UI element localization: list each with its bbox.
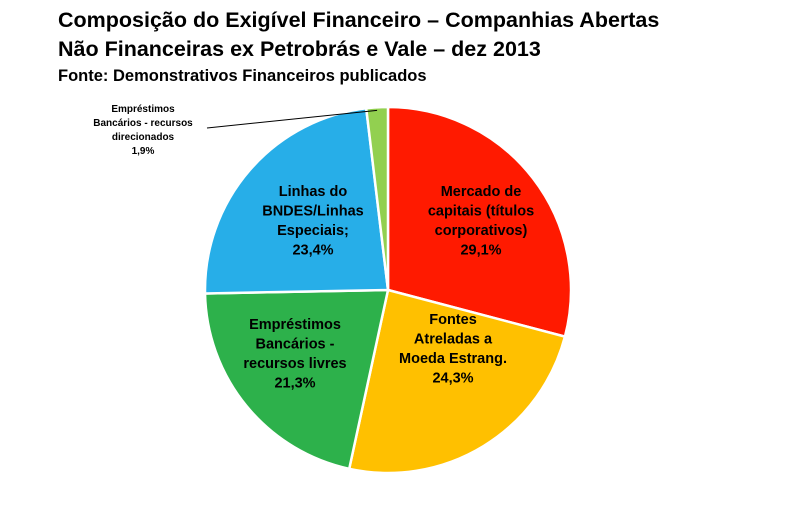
slice-label-5-line-1: Empréstimos	[111, 104, 175, 115]
pie-slice-1	[386, 105, 573, 338]
slice-label-4-line-4: 23,4%	[292, 243, 333, 259]
slice-label-1: Mercado de capitais (títulos corporativos)…	[428, 184, 534, 259]
slice-label-3-line-1: Empréstimos	[249, 317, 341, 333]
pie-slices	[203, 105, 573, 475]
chart-title-line-1: Composição do Exigível Financeiro – Comp…	[58, 8, 660, 32]
chart-title-block: Composição do Exigível Financeiro – Comp…	[58, 6, 798, 88]
slice-label-2: Fontes Atreladas a Moeda Estrang. 24,3%	[399, 312, 507, 387]
slice-label-3-line-4: 21,3%	[274, 376, 315, 392]
pie-slice-4	[203, 107, 390, 295]
slice-label-3-line-3: recursos livres	[243, 356, 346, 372]
chart-title-line-2: Não Financeiras ex Petrobrás e Vale – de…	[58, 37, 541, 61]
pie-slice-5	[364, 105, 390, 292]
slice-label-2-line-1: Fontes	[429, 312, 477, 328]
slice-label-2-line-4: 24,3%	[432, 371, 473, 387]
slice-label-4-line-2: BNDES/Linhas	[262, 204, 364, 220]
chart-subtitle: Fonte: Demonstrativos Financeiros public…	[58, 67, 427, 85]
slice-label-4: Linhas do BNDES/Linhas Especiais; 23,4%	[262, 184, 364, 259]
slice-label-5-line-2: Bancários - recursos	[93, 118, 193, 129]
slice-label-4-line-1: Linhas do	[279, 184, 348, 200]
slice-label-4-line-3: Especiais;	[277, 223, 349, 239]
slice-label-1-line-4: 29,1%	[460, 243, 501, 259]
pie-slice-3	[203, 288, 390, 471]
pie-slice-2	[347, 288, 567, 475]
leader-lines	[206, 109, 378, 129]
slice-label-2-line-2: Atreladas a	[414, 332, 493, 348]
slice-label-3-line-2: Bancários -	[256, 337, 335, 353]
slice-label-1-line-1: Mercado de	[441, 184, 522, 200]
slice-label-1-line-2: capitais (títulos	[428, 204, 534, 220]
slice-label-5: Empréstimos Bancários - recursos direciona…	[93, 104, 193, 157]
slice-label-1-line-3: corporativos)	[435, 223, 528, 239]
slice-label-5-line-3: direcionados	[112, 132, 175, 143]
slice-label-5-line-4: 1,9%	[132, 146, 155, 157]
slice-label-2-line-3: Moeda Estrang.	[399, 351, 507, 367]
slice-label-3: Empréstimos Bancários - recursos livres 21,…	[243, 317, 346, 392]
leader-line-5	[206, 109, 378, 129]
slice-labels: Mercado de capitais (títulos corporativos)…	[93, 104, 534, 392]
